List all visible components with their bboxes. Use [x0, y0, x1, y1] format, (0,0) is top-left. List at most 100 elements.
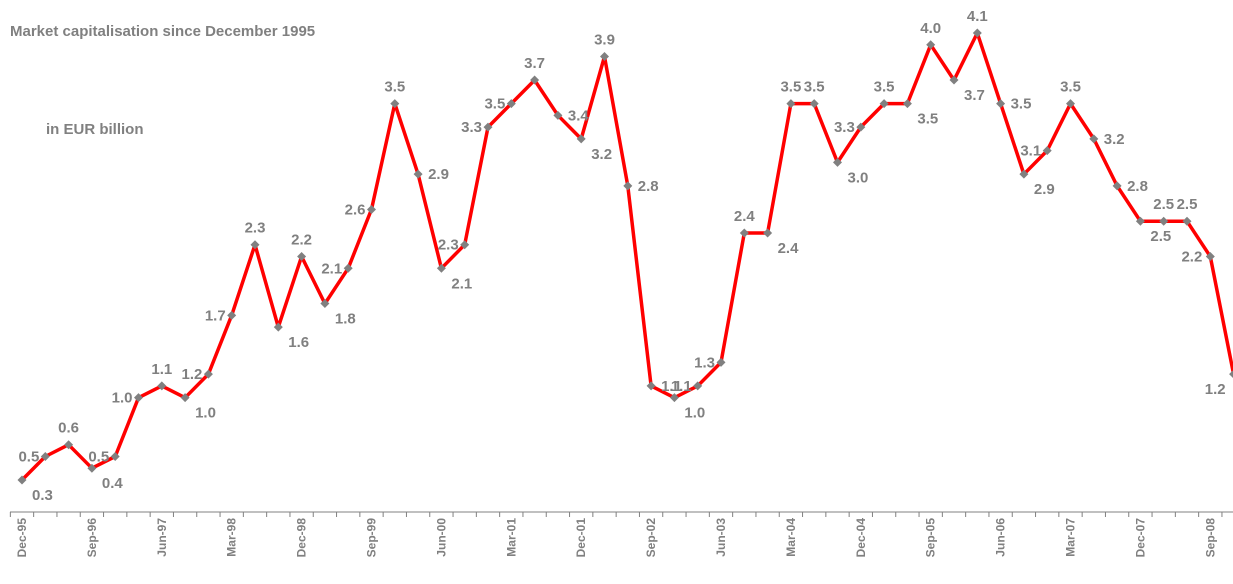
marker	[1135, 216, 1145, 226]
marker	[1019, 169, 1029, 179]
x-tick-label: Jun-03	[714, 518, 728, 557]
marker	[786, 99, 796, 109]
marker	[1112, 181, 1122, 191]
data-label: 3.9	[594, 32, 615, 49]
data-label: 2.9	[428, 166, 449, 183]
data-label: 3.3	[461, 119, 482, 136]
data-label: 3.4	[568, 107, 590, 124]
data-label: 0.5	[88, 448, 109, 465]
marker	[1089, 134, 1099, 144]
data-label: 3.0	[848, 169, 869, 186]
marker	[436, 263, 446, 273]
data-label: 2.6	[345, 201, 366, 218]
data-label: 1.6	[288, 334, 309, 351]
data-label: 3.5	[804, 79, 825, 96]
marker	[763, 228, 773, 238]
data-label: 3.5	[917, 111, 938, 128]
data-label: 2.2	[291, 232, 312, 249]
data-label: 2.3	[245, 220, 266, 237]
marker	[669, 393, 679, 403]
data-label: 3.7	[524, 55, 545, 72]
data-label: 3.5	[1011, 96, 1032, 113]
data-label: 4.0	[920, 20, 941, 37]
marker	[367, 204, 376, 214]
data-label: 4.1	[967, 8, 988, 25]
marker	[40, 451, 50, 461]
chart-subtitle: in EUR billion	[46, 121, 144, 138]
data-label: 2.4	[734, 208, 756, 225]
data-label: 2.5	[1150, 228, 1171, 245]
data-label: 0.5	[18, 448, 39, 465]
data-label: 2.9	[1034, 181, 1055, 198]
marker	[833, 157, 842, 167]
marker	[553, 110, 563, 120]
data-label: 3.5	[484, 96, 505, 113]
data-label: 1.3	[694, 354, 715, 371]
data-label: 2.2	[1181, 249, 1202, 266]
marker	[273, 322, 283, 332]
marker	[1205, 252, 1215, 261]
x-tick-label: Mar-07	[1064, 518, 1078, 557]
data-label: 1.0	[112, 390, 133, 407]
marker	[134, 393, 143, 403]
marker	[996, 99, 1006, 109]
data-label: 1.1	[151, 361, 172, 378]
marker	[157, 381, 167, 391]
data-label: 2.8	[638, 178, 659, 195]
x-tick-label: Dec-04	[854, 518, 868, 558]
data-label: 0.3	[32, 487, 53, 504]
marker	[203, 369, 213, 379]
data-label: 0.4	[102, 475, 124, 492]
marker	[413, 169, 423, 179]
marker	[902, 99, 912, 109]
data-label: 3.2	[1104, 131, 1125, 148]
x-tick-label: Dec-07	[1133, 518, 1147, 558]
marker	[646, 381, 656, 391]
marker	[1182, 216, 1192, 226]
marker	[530, 75, 540, 85]
data-label: 1.8	[335, 311, 356, 328]
data-label: 2.1	[321, 260, 342, 277]
marker	[949, 75, 959, 85]
x-tick-label: Sep-02	[644, 518, 658, 558]
x-tick-label: Dec-95	[15, 518, 29, 558]
marker	[879, 99, 889, 109]
x-tick-label: Jun-97	[155, 518, 169, 557]
marker	[972, 28, 982, 38]
data-label: 3.5	[384, 79, 405, 96]
data-label: 2.3	[438, 237, 459, 254]
data-label: 2.1	[451, 275, 472, 292]
marker	[250, 240, 260, 250]
marker	[856, 122, 866, 132]
data-label: 1.2	[182, 366, 203, 383]
data-label: 1.7	[205, 307, 226, 324]
marker	[1066, 99, 1075, 109]
x-tick-label: Sep-96	[85, 518, 99, 558]
data-label: 1.1	[661, 378, 682, 395]
x-tick-label: Dec-01	[574, 518, 588, 558]
data-label: 3.1	[1020, 143, 1041, 160]
data-label: 3.5	[780, 79, 801, 96]
data-label: 1.0	[684, 405, 705, 422]
x-tick-label: Mar-01	[504, 518, 518, 557]
marker	[227, 310, 237, 320]
marker	[716, 357, 726, 367]
data-label: 3.7	[964, 87, 985, 104]
marker	[390, 99, 400, 109]
x-tick-label: Dec-98	[295, 518, 309, 558]
data-label: 2.8	[1127, 178, 1148, 195]
marker	[180, 393, 190, 403]
marker	[693, 381, 703, 391]
x-tick-label: Mar-04	[784, 518, 798, 557]
data-label: 3.5	[874, 79, 895, 96]
x-tick-label: Sep-99	[365, 518, 379, 558]
marker	[297, 252, 307, 261]
x-tick-label: Jun-00	[434, 518, 448, 557]
marker	[600, 52, 609, 62]
marker	[460, 240, 470, 250]
marker	[320, 299, 330, 309]
marker	[17, 475, 27, 485]
marker	[926, 40, 936, 50]
marker	[343, 263, 353, 273]
